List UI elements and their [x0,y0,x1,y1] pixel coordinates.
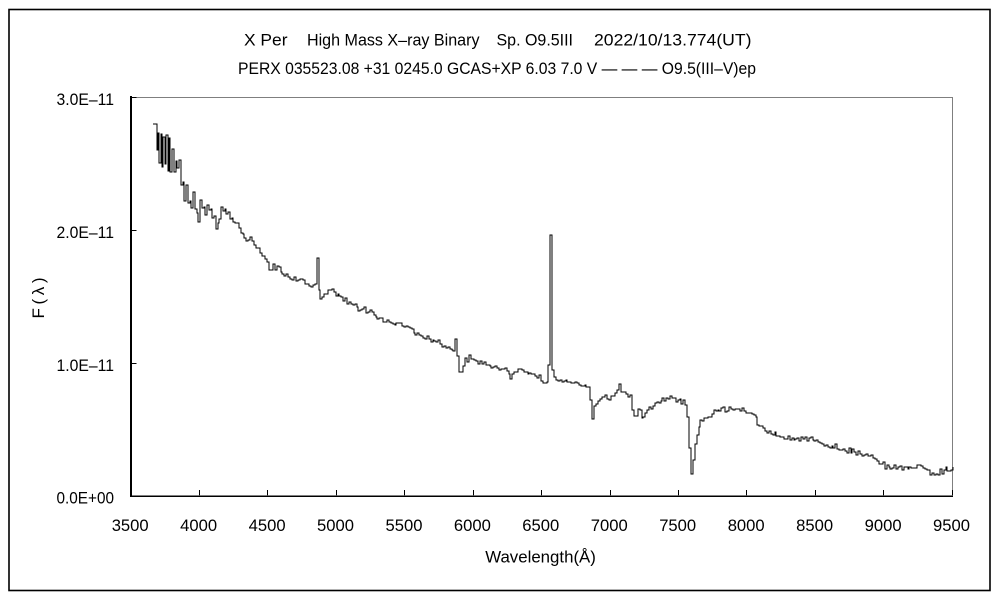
svg-text:X Per: X Per [244,30,288,49]
svg-text:0.0E+00: 0.0E+00 [57,489,115,508]
svg-text:6500: 6500 [522,516,559,535]
svg-text:Sp. O9.5III: Sp. O9.5III [497,30,574,49]
svg-text:5500: 5500 [386,516,423,535]
svg-text:7000: 7000 [591,516,628,535]
svg-text:2022/10/13.774(UT): 2022/10/13.774(UT) [594,30,752,49]
svg-text:High Mass X–ray Binary: High Mass X–ray Binary [307,30,480,49]
svg-text:3500: 3500 [112,516,149,535]
svg-text:PERX 035523.08 +31 0245.0 GCAS: PERX 035523.08 +31 0245.0 GCAS+XP 6.03 7… [238,59,756,78]
svg-text:3.0E–11: 3.0E–11 [57,90,115,109]
svg-text:4000: 4000 [180,516,217,535]
svg-text:6000: 6000 [454,516,491,535]
svg-text:1.0E–11: 1.0E–11 [57,356,115,375]
svg-text:9500: 9500 [933,516,970,535]
svg-text:2.0E–11: 2.0E–11 [57,223,115,242]
svg-text:8000: 8000 [728,516,765,535]
svg-text:9000: 9000 [865,516,902,535]
svg-text:5000: 5000 [317,516,354,535]
svg-text:4500: 4500 [249,516,286,535]
svg-text:7500: 7500 [659,516,696,535]
svg-text:8500: 8500 [796,516,833,535]
svg-text:Wavelength(Å): Wavelength(Å) [485,548,596,567]
